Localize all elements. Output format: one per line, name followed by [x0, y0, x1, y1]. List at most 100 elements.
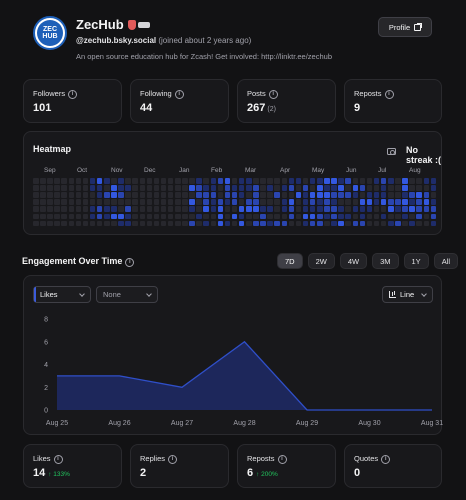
heatmap-cell[interactable] [160, 185, 167, 191]
heatmap-cell[interactable] [380, 213, 387, 220]
heatmap-cell[interactable] [359, 199, 366, 205]
heatmap-cell[interactable] [125, 206, 131, 212]
heatmap-cell[interactable] [210, 220, 217, 227]
heatmap-cell[interactable] [267, 185, 273, 191]
heatmap-cell[interactable] [253, 185, 259, 191]
heatmap-cell[interactable] [238, 178, 245, 184]
heatmap-cell[interactable] [246, 213, 252, 220]
heatmap-cell[interactable] [203, 185, 209, 191]
heatmap-cell[interactable] [146, 185, 153, 191]
heatmap-cell[interactable] [317, 213, 323, 220]
heatmap-cell[interactable] [224, 213, 231, 220]
heatmap-cell[interactable] [423, 185, 430, 191]
heatmap-cell[interactable] [68, 178, 75, 184]
heatmap-cell[interactable] [196, 178, 202, 184]
heatmap-cell[interactable] [324, 206, 330, 212]
heatmap-cell[interactable] [196, 206, 202, 212]
heatmap-cell[interactable] [196, 213, 202, 220]
heatmap-cell[interactable] [189, 185, 195, 191]
heatmap-cell[interactable] [96, 206, 103, 212]
heatmap-cell[interactable] [33, 206, 39, 212]
heatmap-cell[interactable] [47, 213, 53, 220]
heatmap-cell[interactable] [54, 178, 60, 184]
heatmap-cell[interactable] [68, 213, 75, 220]
heatmap-cell[interactable] [295, 213, 302, 220]
heatmap-cell[interactable] [54, 220, 60, 227]
heatmap-cell[interactable] [345, 206, 351, 212]
heatmap-cell[interactable] [388, 185, 394, 191]
avatar[interactable]: ZEC HUB [33, 16, 67, 50]
heatmap-cell[interactable] [132, 206, 138, 212]
heatmap-cell[interactable] [82, 192, 89, 198]
heatmap-cell[interactable] [409, 213, 415, 220]
heatmap-cell[interactable] [338, 206, 344, 212]
heatmap-cell[interactable] [82, 213, 89, 220]
heatmap-cell[interactable] [153, 206, 160, 212]
heatmap-cell[interactable] [54, 185, 60, 191]
profile-button[interactable]: Profile [378, 17, 432, 37]
heatmap-cell[interactable] [302, 192, 309, 198]
heatmap-cell[interactable] [89, 206, 96, 212]
heatmap-cell[interactable] [295, 220, 302, 227]
heatmap-cell[interactable] [182, 199, 188, 205]
heatmap-cell[interactable] [61, 213, 67, 220]
heatmap-cell[interactable] [338, 178, 344, 184]
heatmap-cell[interactable] [54, 213, 60, 220]
heatmap-cell[interactable] [75, 185, 82, 191]
heatmap-cell[interactable] [231, 220, 238, 227]
heatmap-cell[interactable] [89, 213, 96, 220]
heatmap-cell[interactable] [253, 178, 259, 184]
heatmap-cell[interactable] [331, 220, 337, 227]
heatmap-cell[interactable] [160, 206, 167, 212]
heatmap-cell[interactable] [40, 213, 46, 220]
heatmap-cell[interactable] [324, 178, 330, 184]
heatmap-cell[interactable] [139, 192, 146, 198]
heatmap-cell[interactable] [96, 213, 103, 220]
heatmap-cell[interactable] [111, 213, 117, 220]
heatmap-cell[interactable] [295, 199, 302, 205]
heatmap-cell[interactable] [196, 185, 202, 191]
heatmap-cell[interactable] [338, 185, 344, 191]
heatmap-cell[interactable] [153, 213, 160, 220]
heatmap-cell[interactable] [402, 192, 408, 198]
heatmap-cell[interactable] [231, 192, 238, 198]
info-icon[interactable]: i [168, 455, 178, 464]
heatmap-cell[interactable] [40, 192, 46, 198]
heatmap-cell[interactable] [246, 178, 252, 184]
heatmap-cell[interactable] [380, 185, 387, 191]
heatmap-cell[interactable] [395, 192, 401, 198]
heatmap-cell[interactable] [324, 213, 330, 220]
heatmap-cell[interactable] [423, 199, 430, 205]
heatmap-cell[interactable] [380, 206, 387, 212]
heatmap-cell[interactable] [111, 178, 117, 184]
heatmap-cell[interactable] [288, 178, 295, 184]
heatmap-cell[interactable] [430, 178, 437, 184]
heatmap-cell[interactable] [302, 220, 309, 227]
heatmap-cell[interactable] [125, 192, 131, 198]
heatmap-cell[interactable] [345, 220, 351, 227]
heatmap-cell[interactable] [352, 178, 359, 184]
heatmap-cell[interactable] [111, 199, 117, 205]
heatmap-cell[interactable] [260, 178, 266, 184]
heatmap-cell[interactable] [47, 178, 53, 184]
heatmap-cell[interactable] [139, 206, 146, 212]
heatmap-cell[interactable] [302, 213, 309, 220]
heatmap-cell[interactable] [281, 199, 288, 205]
heatmap-cell[interactable] [246, 199, 252, 205]
heatmap-cell[interactable] [132, 220, 138, 227]
heatmap-cell[interactable] [409, 199, 415, 205]
heatmap-cell[interactable] [402, 220, 408, 227]
heatmap-cell[interactable] [409, 206, 415, 212]
heatmap-cell[interactable] [217, 178, 224, 184]
info-icon[interactable]: i [68, 90, 78, 99]
heatmap-cell[interactable] [118, 185, 124, 191]
heatmap-cell[interactable] [61, 206, 67, 212]
heatmap-cell[interactable] [423, 220, 430, 227]
heatmap-cell[interactable] [210, 206, 217, 212]
heatmap-cell[interactable] [331, 185, 337, 191]
metric-select[interactable]: Likes [33, 286, 91, 303]
heatmap-cell[interactable] [238, 199, 245, 205]
heatmap-cell[interactable] [175, 199, 181, 205]
heatmap-cell[interactable] [423, 178, 430, 184]
range-4w-button[interactable]: 4W [339, 253, 368, 269]
